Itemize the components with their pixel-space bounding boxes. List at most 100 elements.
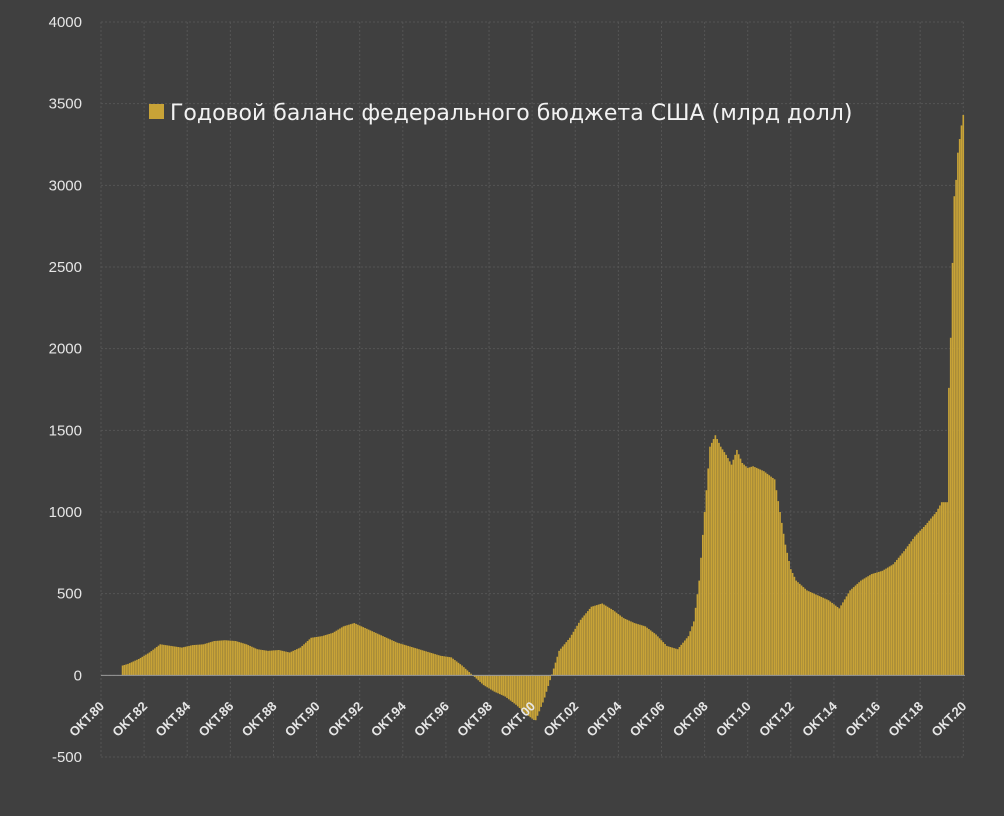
bar bbox=[525, 675, 528, 715]
bar bbox=[899, 555, 902, 676]
bar bbox=[567, 639, 569, 676]
bar bbox=[358, 625, 361, 676]
bar bbox=[689, 631, 692, 676]
bar bbox=[534, 675, 537, 721]
bar bbox=[666, 645, 668, 676]
bar bbox=[436, 654, 438, 676]
bar bbox=[878, 571, 880, 676]
bar bbox=[741, 463, 744, 676]
bar bbox=[278, 650, 280, 676]
bar bbox=[331, 632, 334, 676]
bar bbox=[924, 525, 927, 676]
bar bbox=[507, 675, 510, 700]
bar bbox=[685, 638, 688, 676]
bar bbox=[353, 623, 356, 676]
bar bbox=[777, 501, 780, 676]
bar bbox=[617, 614, 620, 676]
bar bbox=[675, 648, 677, 676]
bar bbox=[509, 675, 512, 701]
bar bbox=[127, 663, 129, 676]
bar bbox=[570, 634, 573, 676]
bar bbox=[558, 650, 560, 676]
bar bbox=[486, 675, 489, 688]
bar bbox=[276, 650, 278, 676]
bar bbox=[524, 675, 526, 713]
bar bbox=[170, 645, 172, 676]
bar bbox=[712, 439, 715, 676]
bar bbox=[364, 627, 366, 676]
y-tick-label: 3000 bbox=[49, 177, 82, 194]
y-tick-label: 0 bbox=[74, 667, 82, 684]
bar bbox=[854, 585, 857, 676]
bar bbox=[660, 640, 663, 676]
bar bbox=[732, 459, 735, 676]
bar bbox=[191, 645, 194, 676]
bar bbox=[301, 645, 304, 676]
bar bbox=[432, 653, 435, 676]
bar bbox=[962, 114, 965, 676]
bar bbox=[922, 526, 925, 676]
bar bbox=[865, 577, 868, 676]
bar bbox=[292, 650, 295, 676]
bar bbox=[206, 643, 208, 676]
bar bbox=[213, 641, 215, 676]
bar bbox=[912, 538, 914, 676]
bar bbox=[202, 644, 205, 676]
bar bbox=[382, 636, 384, 676]
bar bbox=[876, 572, 878, 676]
bar bbox=[786, 552, 789, 676]
bar bbox=[461, 665, 463, 676]
bar bbox=[931, 516, 934, 676]
bar bbox=[125, 664, 127, 676]
bar bbox=[845, 596, 848, 676]
bar bbox=[403, 644, 406, 676]
bar bbox=[840, 605, 842, 676]
bar bbox=[820, 596, 823, 676]
bar bbox=[412, 647, 415, 676]
bar bbox=[211, 641, 214, 676]
bar bbox=[130, 662, 133, 676]
bar bbox=[132, 661, 135, 676]
bar bbox=[822, 597, 824, 676]
bar bbox=[851, 588, 853, 676]
bar bbox=[401, 644, 404, 676]
bar bbox=[500, 675, 503, 695]
bar bbox=[283, 651, 286, 676]
bar bbox=[716, 439, 718, 676]
bar bbox=[470, 673, 472, 676]
bar bbox=[816, 595, 819, 676]
bar bbox=[161, 644, 163, 676]
bar bbox=[400, 643, 402, 676]
bar bbox=[913, 536, 916, 676]
bar bbox=[838, 608, 841, 676]
bar bbox=[516, 675, 519, 707]
bar bbox=[818, 596, 821, 676]
bar bbox=[414, 648, 417, 676]
bar bbox=[890, 565, 893, 676]
bar bbox=[285, 651, 287, 676]
bar bbox=[495, 675, 498, 693]
bar bbox=[405, 645, 408, 676]
bar bbox=[330, 633, 332, 676]
bar bbox=[136, 659, 138, 676]
bar bbox=[896, 559, 898, 676]
bar bbox=[728, 461, 731, 676]
bar bbox=[150, 651, 153, 676]
bar bbox=[671, 647, 674, 676]
bar bbox=[349, 624, 352, 676]
bar bbox=[529, 675, 532, 718]
bar bbox=[908, 543, 911, 676]
bar bbox=[159, 644, 162, 676]
bar bbox=[398, 643, 401, 676]
bar bbox=[824, 598, 826, 676]
bar bbox=[561, 646, 564, 676]
bar bbox=[287, 652, 289, 676]
bar bbox=[797, 582, 799, 676]
bar bbox=[648, 629, 650, 676]
bar bbox=[842, 602, 844, 676]
bar bbox=[610, 608, 612, 676]
bar bbox=[613, 611, 616, 676]
bar bbox=[197, 644, 199, 676]
bar bbox=[148, 652, 151, 676]
